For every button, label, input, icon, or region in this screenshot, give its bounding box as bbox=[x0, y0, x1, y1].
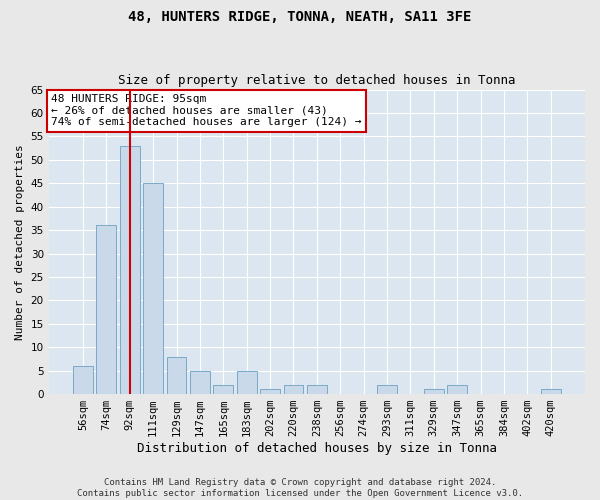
Bar bbox=[260, 390, 280, 394]
Text: Contains HM Land Registry data © Crown copyright and database right 2024.
Contai: Contains HM Land Registry data © Crown c… bbox=[77, 478, 523, 498]
Bar bbox=[424, 390, 443, 394]
Bar bbox=[97, 226, 116, 394]
Text: 48 HUNTERS RIDGE: 95sqm
← 26% of detached houses are smaller (43)
74% of semi-de: 48 HUNTERS RIDGE: 95sqm ← 26% of detache… bbox=[52, 94, 362, 128]
Bar bbox=[73, 366, 93, 394]
Title: Size of property relative to detached houses in Tonna: Size of property relative to detached ho… bbox=[118, 74, 515, 87]
Bar bbox=[190, 370, 210, 394]
Bar bbox=[167, 356, 187, 394]
Bar bbox=[214, 384, 233, 394]
Bar bbox=[237, 370, 257, 394]
Bar bbox=[143, 184, 163, 394]
Bar bbox=[120, 146, 140, 394]
Bar bbox=[307, 384, 327, 394]
Bar bbox=[377, 384, 397, 394]
Bar bbox=[541, 390, 560, 394]
Text: 48, HUNTERS RIDGE, TONNA, NEATH, SA11 3FE: 48, HUNTERS RIDGE, TONNA, NEATH, SA11 3F… bbox=[128, 10, 472, 24]
X-axis label: Distribution of detached houses by size in Tonna: Distribution of detached houses by size … bbox=[137, 442, 497, 455]
Y-axis label: Number of detached properties: Number of detached properties bbox=[15, 144, 25, 340]
Bar bbox=[284, 384, 304, 394]
Bar bbox=[447, 384, 467, 394]
